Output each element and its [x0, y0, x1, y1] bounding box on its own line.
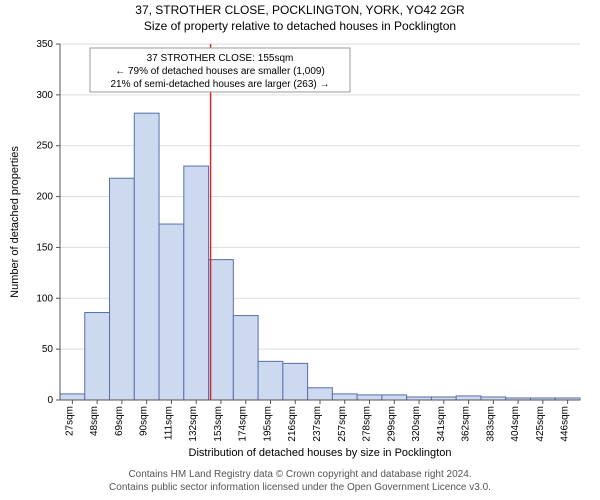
x-tick-label: 446sqm [560, 406, 571, 442]
svg-text:350: 350 [36, 39, 53, 50]
histogram-chart: 0 50 100 150 200 250 300 350 27sqm 48sqm 69sqm 90sq… [0, 0, 600, 500]
x-tick-label: 425sqm [535, 406, 546, 442]
svg-text:200: 200 [36, 192, 53, 203]
bar [308, 388, 333, 400]
x-tick-label: 174sqm [238, 406, 249, 442]
x-tick-label: 278sqm [362, 406, 373, 442]
svg-text:100: 100 [36, 293, 53, 304]
x-tick-label: 153sqm [213, 406, 224, 442]
bar [209, 260, 234, 400]
bar [85, 313, 110, 400]
bar [184, 166, 209, 400]
x-tick-label: 404sqm [510, 406, 521, 442]
bar [110, 178, 135, 400]
bar [60, 394, 85, 400]
bar [258, 361, 283, 400]
title-line2: Size of property relative to detached ho… [144, 19, 456, 33]
svg-text:150: 150 [36, 242, 53, 253]
x-tick-label: 257sqm [337, 406, 348, 442]
bar [456, 396, 481, 400]
chart-container: 0 50 100 150 200 250 300 350 27sqm 48sqm 69sqm 90sq… [0, 0, 600, 500]
footer-line2: Contains public sector information licen… [0, 482, 600, 495]
x-tick-label: 362sqm [461, 406, 472, 442]
x-tick-label: 383sqm [485, 406, 496, 442]
footer-line1: Contains HM Land Registry data © Crown c… [0, 469, 600, 482]
bar [159, 224, 184, 400]
x-tick-label: 299sqm [386, 406, 397, 442]
svg-text:300: 300 [36, 90, 53, 101]
bar [332, 394, 357, 400]
svg-text:0: 0 [47, 395, 53, 406]
x-tick-label: 69sqm [114, 406, 125, 436]
y-axis-label: Number of detached properties [9, 146, 21, 298]
x-tick-label: 320sqm [411, 406, 422, 442]
svg-text:250: 250 [36, 141, 53, 152]
x-tick-label: 195sqm [262, 406, 273, 442]
bar [357, 395, 382, 400]
x-tick-label: 90sqm [139, 406, 150, 436]
footer: Contains HM Land Registry data © Crown c… [0, 469, 600, 494]
bar [382, 395, 407, 400]
annotation-line3: 21% of semi-detached houses are larger (… [110, 79, 329, 90]
x-tick-label: 341sqm [436, 406, 447, 442]
bar [134, 113, 159, 400]
title-line1: 37, STROTHER CLOSE, POCKLINGTON, YORK, Y… [135, 3, 465, 17]
annotation-line1: 37 STROTHER CLOSE: 155sqm [147, 53, 294, 64]
x-tick-label: 48sqm [89, 406, 100, 436]
x-tick-label: 216sqm [287, 406, 298, 442]
bar [233, 316, 258, 400]
x-tick-label: 111sqm [163, 406, 174, 440]
x-tick-label: 237sqm [312, 406, 323, 442]
x-tick-label: 27sqm [64, 406, 75, 436]
x-axis-label: Distribution of detached houses by size … [189, 447, 452, 459]
annotation-line2: ← 79% of detached houses are smaller (1,… [115, 66, 325, 77]
svg-text:50: 50 [42, 344, 54, 355]
x-tick-label: 132sqm [188, 406, 199, 442]
bar [283, 363, 308, 400]
